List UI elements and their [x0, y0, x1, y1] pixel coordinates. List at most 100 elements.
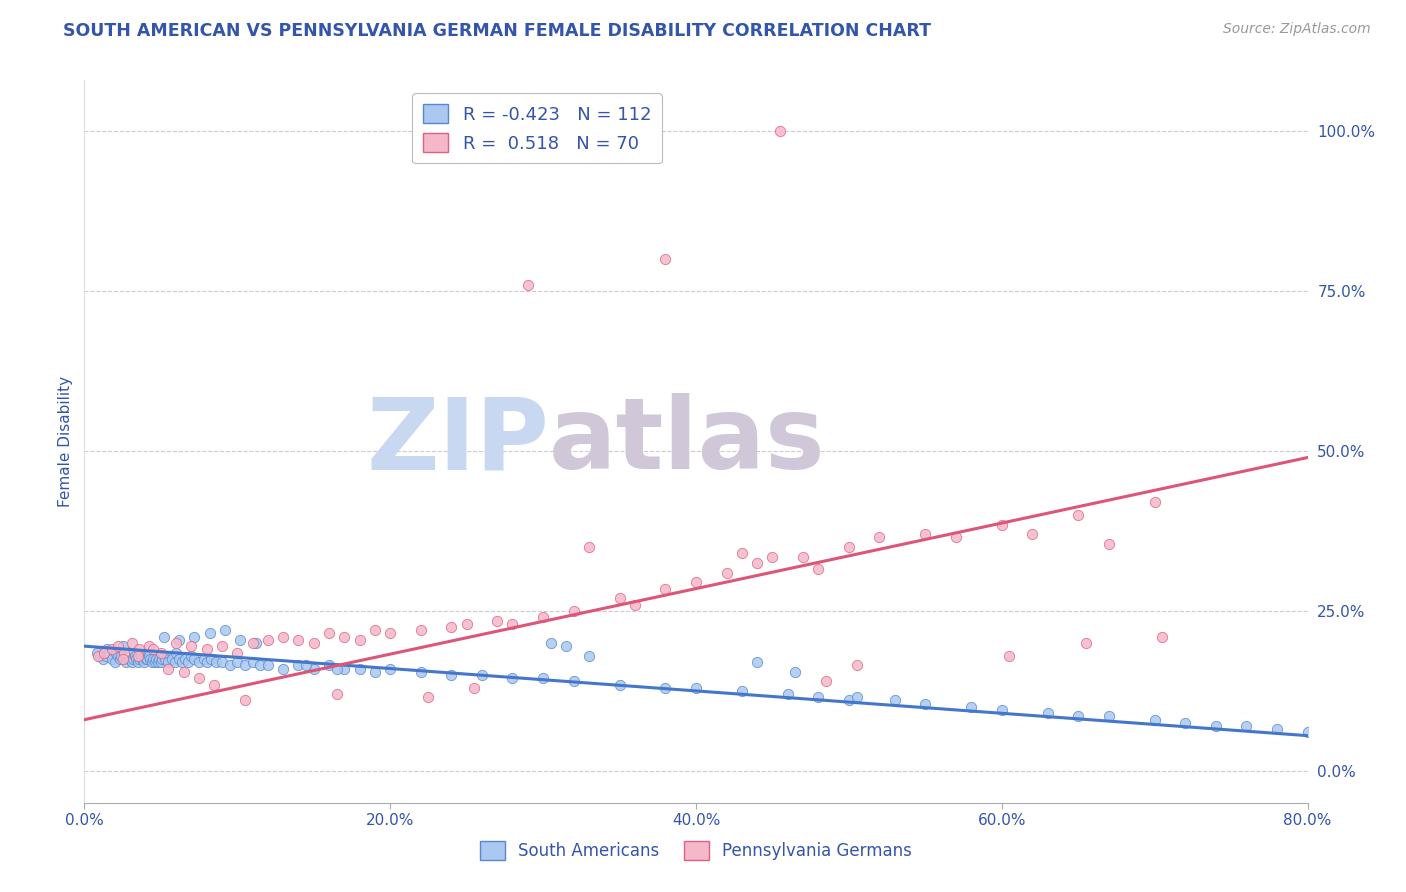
- Point: [1296, 725, 1319, 739]
- Point: [211, 639, 233, 653]
- Point: [1152, 630, 1174, 644]
- Point: [249, 658, 271, 673]
- Point: [104, 655, 127, 669]
- Point: [914, 527, 936, 541]
- Point: [271, 630, 294, 644]
- Point: [226, 655, 249, 669]
- Point: [205, 655, 228, 669]
- Point: [195, 642, 218, 657]
- Point: [136, 652, 159, 666]
- Point: [471, 668, 494, 682]
- Point: [731, 684, 754, 698]
- Point: [364, 623, 387, 637]
- Point: [1174, 715, 1197, 730]
- Point: [302, 661, 325, 675]
- Point: [153, 648, 176, 663]
- Point: [440, 668, 463, 682]
- Legend: South Americans, Pennsylvania Germans: South Americans, Pennsylvania Germans: [472, 835, 920, 867]
- Point: [1143, 495, 1166, 509]
- Point: [578, 648, 600, 663]
- Point: [89, 648, 111, 663]
- Point: [124, 648, 146, 663]
- Point: [302, 636, 325, 650]
- Point: [456, 616, 478, 631]
- Point: [333, 661, 356, 675]
- Text: SOUTH AMERICAN VS PENNSYLVANIA GERMAN FEMALE DISABILITY CORRELATION CHART: SOUTH AMERICAN VS PENNSYLVANIA GERMAN FE…: [63, 22, 931, 40]
- Point: [685, 575, 707, 590]
- Point: [128, 652, 150, 666]
- Point: [101, 642, 124, 657]
- Point: [118, 652, 141, 666]
- Point: [110, 648, 132, 663]
- Point: [125, 652, 148, 666]
- Point: [609, 677, 631, 691]
- Point: [115, 648, 138, 663]
- Point: [180, 648, 202, 663]
- Point: [86, 646, 108, 660]
- Point: [1067, 508, 1090, 522]
- Point: [233, 693, 256, 707]
- Point: [1074, 636, 1097, 650]
- Point: [463, 681, 485, 695]
- Point: [883, 693, 905, 707]
- Point: [87, 648, 110, 663]
- Point: [295, 658, 318, 673]
- Point: [785, 665, 807, 679]
- Point: [486, 614, 509, 628]
- Point: [157, 661, 180, 675]
- Point: [163, 655, 186, 669]
- Point: [127, 648, 149, 663]
- Point: [325, 687, 347, 701]
- Point: [114, 655, 136, 669]
- Point: [153, 630, 176, 644]
- Point: [654, 252, 676, 267]
- Point: [747, 655, 769, 669]
- Point: [97, 646, 120, 660]
- Point: [814, 674, 837, 689]
- Point: [108, 652, 131, 666]
- Point: [149, 646, 172, 660]
- Point: [716, 566, 738, 580]
- Point: [165, 636, 187, 650]
- Point: [138, 648, 160, 663]
- Point: [195, 655, 218, 669]
- Point: [516, 277, 538, 292]
- Point: [148, 652, 170, 666]
- Point: [150, 652, 173, 666]
- Point: [776, 687, 799, 701]
- Point: [121, 655, 143, 669]
- Point: [257, 632, 280, 647]
- Point: [555, 639, 578, 653]
- Point: [287, 658, 309, 673]
- Point: [685, 681, 707, 695]
- Point: [318, 658, 340, 673]
- Point: [111, 652, 134, 666]
- Point: [769, 124, 792, 138]
- Point: [131, 652, 153, 666]
- Point: [578, 540, 600, 554]
- Point: [318, 626, 340, 640]
- Point: [502, 616, 524, 631]
- Point: [245, 636, 267, 650]
- Point: [1098, 537, 1121, 551]
- Text: Source: ZipAtlas.com: Source: ZipAtlas.com: [1223, 22, 1371, 37]
- Point: [180, 639, 202, 653]
- Point: [93, 646, 115, 660]
- Point: [287, 632, 309, 647]
- Point: [229, 632, 252, 647]
- Point: [146, 655, 169, 669]
- Point: [747, 556, 769, 570]
- Point: [914, 697, 936, 711]
- Point: [143, 655, 166, 669]
- Point: [792, 549, 814, 564]
- Point: [349, 661, 371, 675]
- Point: [502, 671, 524, 685]
- Point: [107, 648, 129, 663]
- Point: [1067, 709, 1090, 723]
- Point: [174, 652, 197, 666]
- Point: [167, 652, 190, 666]
- Point: [198, 626, 221, 640]
- Point: [349, 632, 371, 647]
- Point: [654, 681, 676, 695]
- Point: [418, 690, 440, 705]
